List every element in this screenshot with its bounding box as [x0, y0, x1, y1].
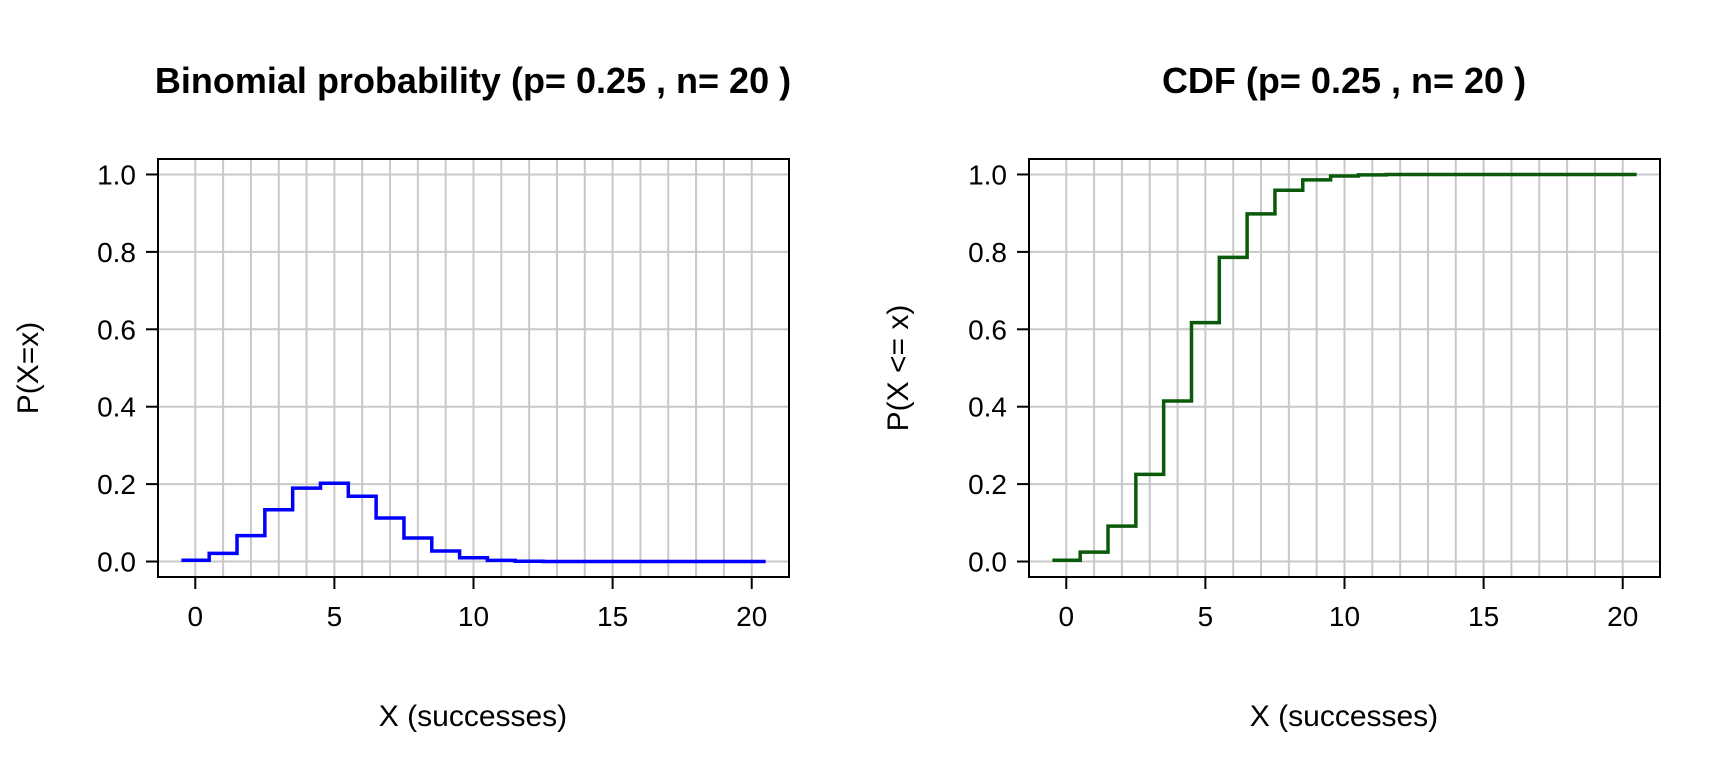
y-axis-label: P(X <= x): [882, 305, 915, 432]
y-tick-label: 1.0: [968, 159, 1007, 190]
chart-title: CDF (p= 0.25 , n= 20 ): [1162, 60, 1526, 101]
x-tick-label: 10: [458, 601, 489, 632]
chart-title: Binomial probability (p= 0.25 , n= 20 ): [155, 60, 791, 101]
data-point: [1482, 172, 1486, 176]
data-point: [1176, 399, 1180, 403]
data-point: [1092, 550, 1096, 554]
data-point: [1343, 174, 1347, 178]
data-point: [555, 559, 559, 563]
data-point: [305, 486, 309, 490]
data-point: [1148, 472, 1152, 476]
data-point: [1593, 172, 1597, 176]
x-tick-label: 15: [1468, 601, 1499, 632]
data-point: [499, 558, 503, 562]
data-point: [388, 516, 392, 520]
data-point: [360, 494, 364, 498]
y-tick-label: 0.4: [968, 392, 1007, 423]
x-axis-label: X (successes): [379, 700, 567, 733]
data-point: [750, 560, 754, 564]
data-point: [583, 560, 587, 564]
x-tick-label: 15: [597, 601, 628, 632]
data-point: [472, 556, 476, 560]
x-tick-label: 5: [1198, 601, 1214, 632]
data-point: [332, 481, 336, 485]
y-tick-label: 0.6: [97, 314, 136, 345]
data-point: [666, 560, 670, 564]
series-line: [181, 481, 766, 564]
y-tick-label: 0.8: [97, 237, 136, 268]
y-axis-label: P(X=x): [12, 322, 45, 415]
y-tick-label: 0.0: [968, 547, 1007, 578]
data-point: [722, 560, 726, 564]
data-point: [638, 560, 642, 564]
data-point: [1203, 321, 1207, 325]
chart-panel-1: 0 5 10 15 20 0.0 0.2 0.4 0.6 0.8 1.0 Binomial proba…: [12, 60, 791, 733]
data-point: [1509, 172, 1513, 176]
x-axis-label: X (successes): [1250, 700, 1438, 733]
y-tick-label: 0.6: [968, 314, 1007, 345]
x-tick-label: 10: [1329, 601, 1360, 632]
data-point: [611, 560, 615, 564]
data-point: [1621, 172, 1625, 176]
y-tick-label: 0.2: [968, 469, 1007, 500]
data-point: [416, 536, 420, 540]
data-point: [1454, 172, 1458, 176]
y-tick-label: 0.2: [97, 469, 136, 500]
series-line: [1052, 172, 1637, 563]
y-tick-label: 0.0: [97, 547, 136, 578]
x-tick-label: 0: [187, 601, 203, 632]
y-tick-label: 0.4: [97, 392, 136, 423]
data-point: [1231, 255, 1235, 259]
x-tick-label: 5: [327, 601, 343, 632]
y-tick-label: 0.8: [968, 237, 1007, 268]
data-point: [193, 558, 197, 562]
y-tick-label: 1.0: [97, 159, 136, 190]
x-tick-label: 20: [1607, 601, 1638, 632]
data-point: [1064, 558, 1068, 562]
data-point: [1370, 173, 1374, 177]
data-point: [1565, 172, 1569, 176]
chart-panel-2: 0 5 10 15 20 0.0 0.2 0.4 0.6 0.8 1.0 CDF (p= 0.25 ,…: [882, 60, 1661, 733]
x-tick-label: 0: [1058, 601, 1074, 632]
data-point: [1426, 172, 1430, 176]
data-point: [1259, 212, 1263, 216]
data-point: [527, 559, 531, 563]
x-tick-label: 20: [736, 601, 767, 632]
data-point: [444, 549, 448, 553]
data-point: [1315, 178, 1319, 182]
data-point: [1287, 188, 1291, 192]
data-point: [1120, 524, 1124, 528]
data-point: [1398, 173, 1402, 177]
data-point: [249, 534, 253, 538]
data-point: [221, 551, 225, 555]
data-point: [1537, 172, 1541, 176]
data-point: [694, 560, 698, 564]
data-point: [277, 508, 281, 512]
